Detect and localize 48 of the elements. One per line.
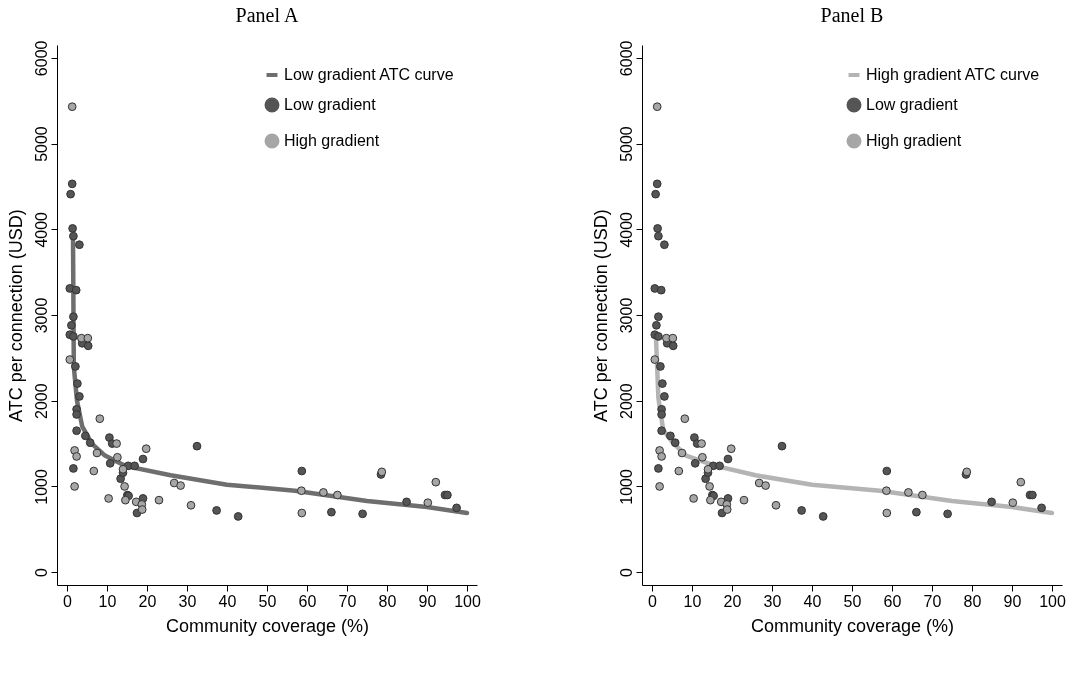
y-tick-label: 1000 xyxy=(617,469,635,505)
x-tick-label: 70 xyxy=(923,592,942,610)
legend-label: Low gradient ATC curve xyxy=(284,66,454,83)
y-axis-title: ATC per connection (USD) xyxy=(590,209,611,422)
x-tick-label: 80 xyxy=(963,592,982,610)
y-tick-label: 0 xyxy=(617,568,635,578)
x-tick-label: 90 xyxy=(418,592,437,610)
x-tick-label: 50 xyxy=(843,592,862,610)
x-tick-label: 40 xyxy=(218,592,237,610)
x-tick-label: 20 xyxy=(723,592,742,610)
y-tick-label: 6000 xyxy=(32,40,50,77)
x-tick-label: 0 xyxy=(648,592,658,610)
x-tick-label: 0 xyxy=(63,592,73,610)
legend-label: High gradient ATC curve xyxy=(866,66,1040,83)
x-axis-title: Community coverage (%) xyxy=(750,615,955,636)
x-tick-label: 20 xyxy=(138,592,157,610)
y-tick-label: 2000 xyxy=(32,383,50,420)
x-tick-label: 30 xyxy=(763,592,782,610)
y-tick-label: 1000 xyxy=(32,469,50,505)
x-tick-label: 100 xyxy=(1039,592,1066,610)
legend-label: High gradient xyxy=(284,132,380,149)
y-tick-label: 4000 xyxy=(617,211,635,248)
y-tick-label: 5000 xyxy=(617,126,635,162)
y-axis-title: ATC per connection (USD) xyxy=(5,209,26,422)
x-tick-label: 100 xyxy=(454,592,481,610)
legend-label: Low gradient xyxy=(866,96,959,113)
y-tick-label: 4000 xyxy=(32,211,50,248)
y-tick-label: 3000 xyxy=(617,297,635,334)
legend-label: Low gradient xyxy=(284,96,377,113)
y-tick-label: 2000 xyxy=(617,383,635,420)
x-tick-label: 10 xyxy=(98,592,117,610)
x-tick-label: 50 xyxy=(258,592,277,610)
x-tick-label: 30 xyxy=(178,592,197,610)
x-tick-label: 40 xyxy=(803,592,822,610)
x-tick-label: 80 xyxy=(378,592,397,610)
x-axis-title: Community coverage (%) xyxy=(165,615,370,636)
y-tick-label: 5000 xyxy=(32,126,50,162)
x-tick-label: 60 xyxy=(298,592,317,610)
x-tick-label: 90 xyxy=(1003,592,1022,610)
chart-title: Panel B xyxy=(820,4,884,27)
x-tick-label: 70 xyxy=(338,592,357,610)
x-tick-label: 60 xyxy=(883,592,902,610)
y-tick-label: 6000 xyxy=(617,40,635,77)
x-tick-label: 10 xyxy=(683,592,702,610)
chart-title: Panel A xyxy=(235,4,299,27)
y-tick-label: 3000 xyxy=(32,297,50,334)
y-tick-label: 0 xyxy=(32,568,50,578)
legend-label: High gradient xyxy=(866,132,962,149)
